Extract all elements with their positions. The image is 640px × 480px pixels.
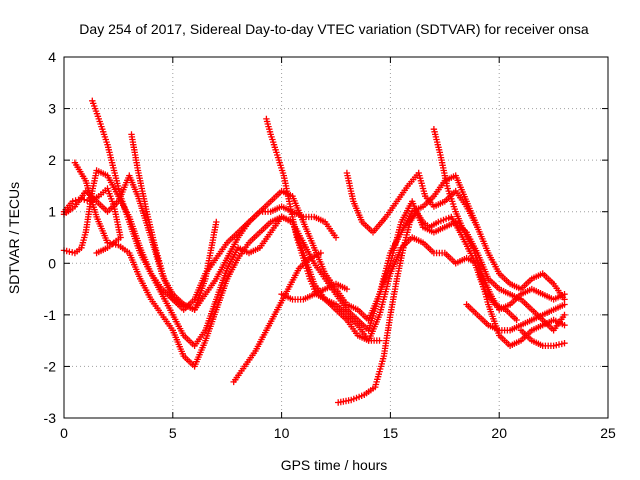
series-4-markers xyxy=(89,97,340,313)
series-8-markers xyxy=(278,280,351,303)
y-tick-label: 3 xyxy=(48,101,56,117)
series-6-markers xyxy=(230,249,324,386)
x-tick-label: 20 xyxy=(491,425,507,441)
series-4 xyxy=(89,97,340,313)
series-10-markers xyxy=(335,208,520,406)
y-tick-label: 4 xyxy=(48,49,56,65)
x-tick-label: 0 xyxy=(60,425,68,441)
series-7 xyxy=(263,115,383,344)
grid xyxy=(64,57,608,418)
series-12 xyxy=(463,301,568,334)
y-tick-label: 2 xyxy=(48,152,56,168)
series-10 xyxy=(335,208,520,406)
series-12-markers xyxy=(463,301,568,334)
x-axis-label: GPS time / hours xyxy=(281,457,388,473)
y-tick-label: -2 xyxy=(44,358,57,374)
plot-frame xyxy=(63,56,609,419)
data-points xyxy=(60,97,568,406)
series-8 xyxy=(278,280,351,303)
y-tick-label: -3 xyxy=(44,410,57,426)
x-tick-label: 5 xyxy=(169,425,177,441)
y-tick-label: 1 xyxy=(48,204,56,220)
axis-ticks: 0 5 10 15 20 25 -3 -2 -1 0 1 2 3 4 xyxy=(44,49,616,441)
x-tick-label: 15 xyxy=(383,425,399,441)
y-axis-label: SDTVAR / TECUs xyxy=(6,182,22,294)
x-tick-label: 25 xyxy=(600,425,616,441)
series-11-markers xyxy=(430,126,568,313)
series-9 xyxy=(343,169,481,236)
series-5 xyxy=(128,131,220,313)
x-tick-label: 10 xyxy=(274,425,290,441)
y-tick-label: -1 xyxy=(44,307,57,323)
series-5-markers xyxy=(128,131,220,313)
series-6 xyxy=(230,249,324,386)
series-13 xyxy=(517,327,568,349)
y-tick-label: 0 xyxy=(48,255,56,271)
series-9-markers xyxy=(343,169,481,236)
series-11 xyxy=(430,126,568,313)
series-13-markers xyxy=(517,327,568,349)
series-7-markers xyxy=(263,115,383,344)
chart-title: Day 254 of 2017, Sidereal Day-to-day VTE… xyxy=(79,21,589,37)
